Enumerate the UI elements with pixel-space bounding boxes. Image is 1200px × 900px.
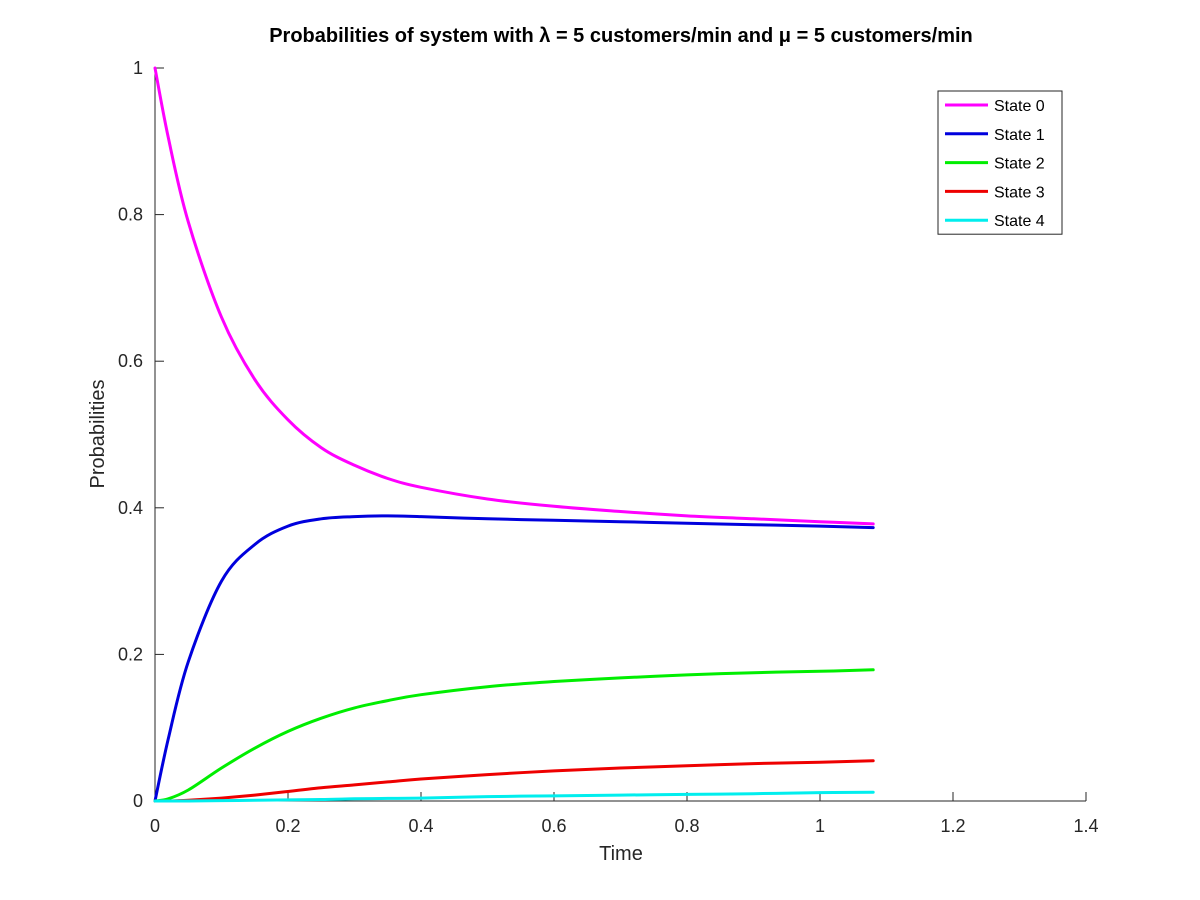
axes: 0 0.2 0.4 0.6 0.8 1 1.2 1.4 0 0.2 0.4 0.6 0.8 1 — [118, 58, 1099, 836]
x-tick-label: 0 — [150, 816, 160, 836]
y-tick-label: 0.8 — [118, 205, 143, 225]
series-line-state-3 — [153, 759, 875, 803]
series-line-state-2 — [153, 668, 875, 803]
legend-label: State 0 — [994, 98, 1045, 115]
x-tick-label: 1 — [815, 816, 825, 836]
x-tick-label: 0.2 — [275, 816, 300, 836]
x-tick-label: 0.8 — [674, 816, 699, 836]
y-axis-label: Probabilities — [87, 380, 109, 489]
x-tick-label: 0.4 — [408, 816, 433, 836]
x-axis-label: Time — [599, 843, 643, 865]
series-line-state-1 — [153, 514, 875, 803]
y-tick-label: 0 — [133, 791, 143, 811]
series-line-state-4 — [153, 790, 875, 803]
y-tick-label: 1 — [133, 58, 143, 78]
y-tick-label: 0.4 — [118, 498, 143, 518]
legend-label: State 2 — [994, 156, 1045, 173]
legend-label: State 4 — [994, 213, 1045, 230]
legend-label: State 3 — [994, 184, 1045, 201]
y-tick-label: 0.6 — [118, 351, 143, 371]
legend-label: State 1 — [994, 127, 1045, 144]
x-tick-label: 0.6 — [541, 816, 566, 836]
x-tick-label: 1.2 — [940, 816, 965, 836]
plot-lines — [153, 66, 875, 803]
legend: State 0 State 1 State 2 State 3 State 4 — [937, 90, 1063, 235]
x-tick-label: 1.4 — [1073, 816, 1098, 836]
series-line-state-0 — [153, 66, 875, 526]
chart-title: Probabilities of system with λ = 5 custo… — [269, 25, 973, 47]
y-tick-label: 0.2 — [118, 644, 143, 664]
